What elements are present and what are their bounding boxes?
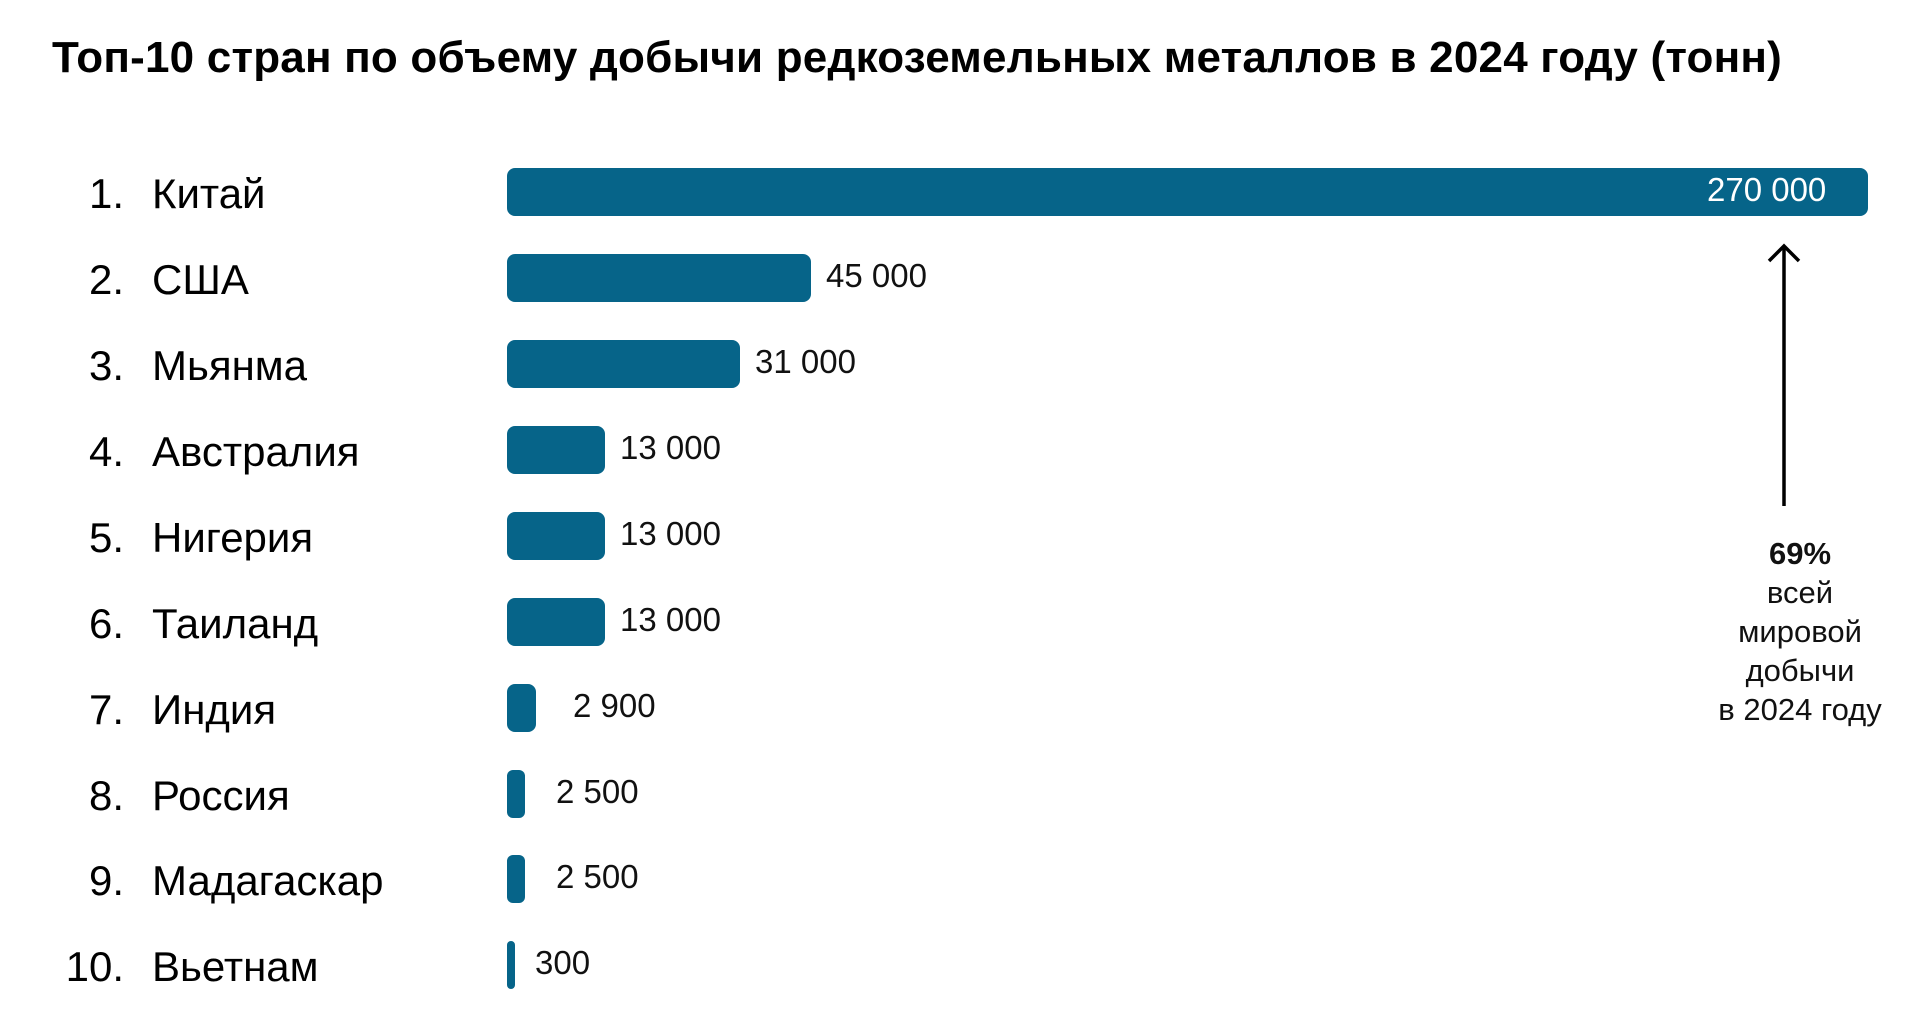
rank-label: 8.	[88, 772, 124, 819]
annotation-line: мировой	[1738, 614, 1862, 649]
annotation-line: в 2024 году	[1718, 692, 1882, 727]
chart-row: 4. Австралия 13 000	[0, 426, 1929, 475]
chart-row: 7. Индия 2 900	[0, 684, 1929, 733]
country-label: Мьянма	[152, 342, 308, 389]
country-label: США	[152, 256, 249, 303]
rank-label: 9.	[88, 857, 124, 904]
value-label: 300	[535, 944, 591, 981]
chart-row: 5. Нигерия 13 000	[0, 512, 1929, 561]
country-label: Таиланд	[152, 600, 319, 647]
bar	[507, 168, 1868, 216]
chart-row: 10. Вьетнам 300	[0, 941, 1929, 990]
annotation-percent: 69%	[1768, 536, 1832, 571]
value-label: 13 000	[620, 601, 721, 638]
bar	[507, 598, 605, 646]
bar	[507, 770, 525, 818]
rank-label: 1.	[88, 170, 124, 217]
value-label: 2 500	[556, 858, 639, 895]
chart-row: 1. Китай 270 000	[0, 168, 1929, 217]
rank-label: 2.	[88, 256, 124, 303]
arrow-up-icon	[1767, 243, 1801, 506]
share-annotation: 69% всей мировой добычи в 2024 году	[1680, 534, 1920, 729]
rank-label: 7.	[88, 686, 124, 733]
bar	[507, 426, 605, 474]
chart-row: 9. Мадагаскар 2 500	[0, 855, 1929, 904]
chart-row: 6. Таиланд 13 000	[0, 598, 1929, 647]
country-label: Индия	[152, 686, 277, 733]
chart-title: Топ-10 стран по объему добычи редкоземел…	[52, 33, 1782, 82]
country-label: Китай	[152, 170, 266, 217]
value-label: 13 000	[620, 515, 721, 552]
country-label: Мадагаскар	[152, 857, 384, 904]
country-label: Нигерия	[152, 514, 314, 561]
rank-label: 10.	[65, 943, 124, 990]
annotation-line: добычи	[1745, 653, 1855, 688]
bar	[507, 684, 536, 732]
value-label: 45 000	[826, 257, 927, 294]
bar	[507, 512, 605, 560]
rank-label: 5.	[88, 514, 124, 561]
annotation-line: всей	[1766, 575, 1834, 610]
rank-label: 4.	[88, 428, 124, 475]
rank-label: 3.	[88, 342, 124, 389]
country-label: Австралия	[152, 428, 360, 475]
value-label: 13 000	[620, 429, 721, 466]
bar	[507, 254, 811, 302]
value-label: 2 900	[573, 687, 656, 724]
bar	[507, 941, 515, 989]
chart-row: 3. Мьянма 31 000	[0, 340, 1929, 389]
chart-row: 8. Россия 2 500	[0, 770, 1929, 819]
value-label: 31 000	[755, 343, 856, 380]
value-label: 2 500	[556, 773, 639, 810]
bar	[507, 340, 740, 388]
rank-label: 6.	[88, 600, 124, 647]
country-label: Россия	[152, 772, 290, 819]
chart-row: 2. США 45 000	[0, 254, 1929, 303]
value-label: 270 000	[1707, 171, 1827, 208]
bar	[507, 855, 525, 903]
country-label: Вьетнам	[152, 943, 319, 990]
